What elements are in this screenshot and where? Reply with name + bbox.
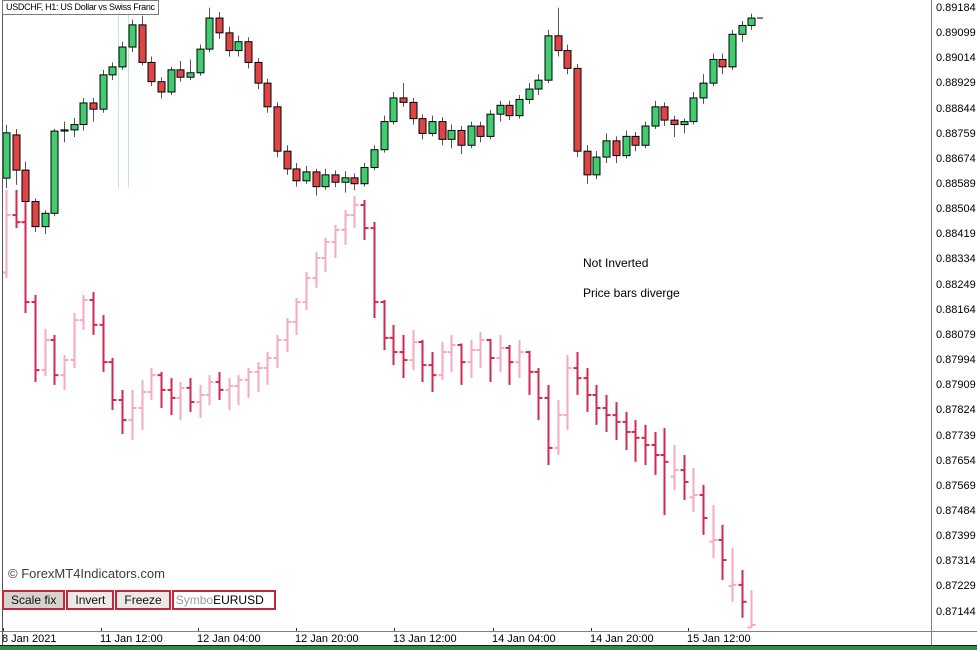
price-axis-label: 0.89099 bbox=[936, 27, 976, 40]
time-axis-label: 13 Jan 12:00 bbox=[393, 633, 457, 645]
price-axis-label: 0.87824 bbox=[936, 404, 976, 417]
price-axis-label: 0.89184 bbox=[936, 1, 976, 14]
scale-fix-button[interactable]: Scale fix bbox=[2, 590, 66, 610]
time-axis-label: 11 Jan 12:00 bbox=[100, 633, 163, 645]
annotation-not-inverted: Not Inverted bbox=[583, 256, 649, 270]
annotation-price-bars-diverge: Price bars diverge bbox=[583, 286, 680, 300]
price-axis-label: 0.88419 bbox=[936, 228, 976, 241]
price-axis-label: 0.88844 bbox=[936, 102, 976, 115]
eurusd-overlay-bars bbox=[2, 189, 756, 629]
invert-button[interactable]: Invert bbox=[66, 590, 115, 610]
time-axis-label: 14 Jan 04:00 bbox=[492, 633, 556, 645]
price-axis-label: 0.88164 bbox=[936, 303, 976, 316]
watermark-text: © ForexMT4Indicators.com bbox=[8, 566, 165, 581]
time-axis-label: 15 Jan 12:00 bbox=[687, 633, 751, 645]
symbol-input-label: Symbo bbox=[175, 593, 214, 607]
time-axis-label: 12 Jan 20:00 bbox=[295, 633, 359, 645]
time-axis-label: 14 Jan 20:00 bbox=[590, 633, 654, 645]
price-axis-label: 0.88079 bbox=[936, 328, 976, 341]
price-axis-label: 0.88504 bbox=[936, 203, 976, 216]
symbol-input-value: EURUSD bbox=[213, 593, 264, 607]
price-axis-label: 0.88589 bbox=[936, 178, 976, 191]
price-axis-label: 0.87654 bbox=[936, 454, 976, 467]
indicator-controls: Scale fix Invert Freeze SymboEURUSD bbox=[2, 590, 276, 610]
price-axis-label: 0.88249 bbox=[936, 278, 976, 291]
price-axis-label: 0.87144 bbox=[936, 605, 976, 618]
price-axis-label: 0.87569 bbox=[936, 479, 976, 492]
price-axis-label: 0.87314 bbox=[936, 555, 976, 568]
time-axis-label: 12 Jan 04:00 bbox=[197, 633, 261, 645]
price-axis-label: 0.88334 bbox=[936, 253, 976, 266]
symbol-input[interactable]: SymboEURUSD bbox=[171, 590, 276, 610]
chart-title: USDCHF, H1: US Dollar vs Swiss Franc bbox=[2, 0, 159, 15]
price-axis-label: 0.88674 bbox=[936, 152, 976, 165]
price-axis-label: 0.87229 bbox=[936, 580, 976, 593]
price-axis-label: 0.88759 bbox=[936, 127, 976, 140]
price-axis-label: 0.87484 bbox=[936, 504, 976, 517]
price-axis-label: 0.87994 bbox=[936, 354, 976, 367]
bottom-strip bbox=[0, 645, 977, 650]
period-separators bbox=[118, 0, 129, 188]
time-axis-label: 8 Jan 2021 bbox=[2, 633, 57, 645]
price-axis-label: 0.87739 bbox=[936, 429, 976, 442]
price-axis-label: 0.89014 bbox=[936, 52, 976, 65]
freeze-button[interactable]: Freeze bbox=[115, 590, 171, 610]
price-axis-label: 0.87399 bbox=[936, 530, 976, 543]
price-axis-label: 0.88929 bbox=[936, 77, 976, 90]
usdchf-candles bbox=[2, 7, 756, 235]
price-axis-label: 0.87909 bbox=[936, 379, 976, 392]
